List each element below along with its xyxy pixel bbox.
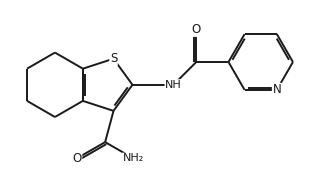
Text: O: O bbox=[192, 23, 201, 36]
Text: NH: NH bbox=[165, 80, 182, 90]
Text: O: O bbox=[73, 152, 82, 165]
Text: N: N bbox=[272, 83, 281, 96]
Text: NH₂: NH₂ bbox=[123, 153, 144, 163]
Text: S: S bbox=[110, 52, 117, 65]
